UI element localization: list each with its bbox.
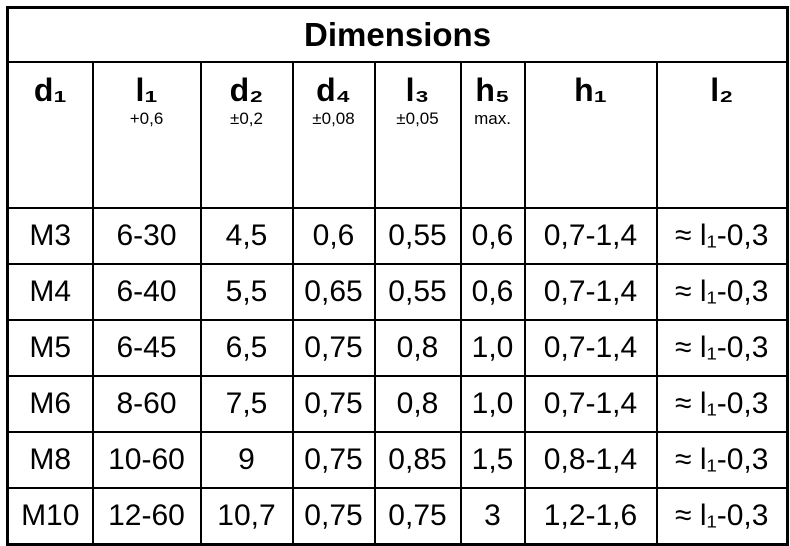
table-cell: ≈ l₁-0,3 (655, 319, 789, 377)
column-header: l₁ +0,6 (91, 61, 202, 209)
table-cell: 6-40 (91, 263, 202, 321)
column-header: l₃ ±0,05 (373, 61, 462, 209)
table-cell: ≈ l₁-0,3 (655, 487, 789, 546)
table-cell: 0,55 (373, 207, 462, 265)
table-cell: 0,8 (373, 319, 462, 377)
table-cell: 0,8 (373, 375, 462, 433)
column-header: d₁ (6, 61, 94, 209)
table-cell: 6,5 (199, 319, 294, 377)
table-title: Dimensions (6, 6, 789, 63)
table-body: Dimensions d₁ l₁ +0,6 d₂ ±0,2 d₄ ±0,08 l₃ ±0,05 h… (6, 6, 789, 546)
table-cell: M3 (6, 207, 94, 265)
table-cell: 4,5 (199, 207, 294, 265)
column-tolerance: ±0,05 (396, 109, 439, 128)
column-symbol: d₂ (229, 72, 264, 108)
column-symbol: l₃ (405, 72, 430, 108)
table-cell: M8 (6, 431, 94, 489)
data-row: M3 6-30 4,5 0,6 0,55 0,6 0,7-1,4 ≈ l₁-0,3 (6, 207, 789, 265)
column-tolerance: max. (474, 109, 511, 128)
table-cell: 12-60 (91, 487, 202, 546)
column-symbol: l₁ (135, 72, 158, 108)
table-cell: 0,8-1,4 (523, 431, 658, 489)
table-cell: M4 (6, 263, 94, 321)
column-tolerance: +0,6 (129, 109, 164, 128)
table-cell: 0,75 (291, 375, 376, 433)
table-cell: ≈ l₁-0,3 (655, 207, 789, 265)
table-cell: 0,75 (291, 319, 376, 377)
table-cell: 0,7-1,4 (523, 375, 658, 433)
table-cell: ≈ l₁-0,3 (655, 375, 789, 433)
table-cell: ≈ l₁-0,3 (655, 431, 789, 489)
table-cell: M10 (6, 487, 94, 546)
table-cell: 1,2-1,6 (523, 487, 658, 546)
table-cell: 0,7-1,4 (523, 263, 658, 321)
column-symbol: h₁ (574, 72, 607, 108)
table-cell: 0,6 (459, 207, 526, 265)
data-row: M6 8-60 7,5 0,75 0,8 1,0 0,7-1,4 ≈ l₁-0,3 (6, 375, 789, 433)
header-row: d₁ l₁ +0,6 d₂ ±0,2 d₄ ±0,08 l₃ ±0,05 h₅ max. h₁ l₂ (6, 61, 789, 209)
column-symbol: d₁ (33, 72, 67, 108)
table-cell: 6-30 (91, 207, 202, 265)
table-cell: M6 (6, 375, 94, 433)
table-cell: 10,7 (199, 487, 294, 546)
table-cell: 0,85 (373, 431, 462, 489)
table-cell: 0,7-1,4 (523, 207, 658, 265)
table-cell: 10-60 (91, 431, 202, 489)
data-row: M8 10-60 9 0,75 0,85 1,5 0,8-1,4 ≈ l₁-0,3 (6, 431, 789, 489)
table-cell: 0,7-1,4 (523, 319, 658, 377)
table-cell: 8-60 (91, 375, 202, 433)
table-cell: 1,0 (459, 319, 526, 377)
table-cell: 0,75 (373, 487, 462, 546)
table-cell: 0,75 (291, 431, 376, 489)
table-cell: 3 (459, 487, 526, 546)
table-cell: 0,6 (291, 207, 376, 265)
column-header: h₅ max. (459, 61, 526, 209)
table-cell: 0,75 (291, 487, 376, 546)
table-cell: 9 (199, 431, 294, 489)
table-cell: 7,5 (199, 375, 294, 433)
column-symbol: d₄ (316, 72, 351, 108)
table-cell: 0,6 (459, 263, 526, 321)
column-tolerance: ±0,08 (312, 109, 355, 128)
table-cell: 0,65 (291, 263, 376, 321)
table-cell: 0,55 (373, 263, 462, 321)
table-cell: 1,5 (459, 431, 526, 489)
data-row: M4 6-40 5,5 0,65 0,55 0,6 0,7-1,4 ≈ l₁-0,3 (6, 263, 789, 321)
table-cell: M5 (6, 319, 94, 377)
table-cell: ≈ l₁-0,3 (655, 263, 789, 321)
data-row: M10 12-60 10,7 0,75 0,75 3 1,2-1,6 ≈ l₁-0,3 (6, 487, 789, 546)
column-header: h₁ (523, 61, 658, 209)
table-cell: 5,5 (199, 263, 294, 321)
column-symbol: h₅ (475, 72, 510, 108)
table-cell: 1,0 (459, 375, 526, 433)
column-tolerance: ±0,2 (230, 109, 263, 128)
dimensions-table: Dimensions d₁ l₁ +0,6 d₂ ±0,2 d₄ ±0,08 l₃ ±0,05 h… (6, 6, 790, 546)
column-symbol: l₂ (710, 72, 734, 108)
column-header: d₂ ±0,2 (199, 61, 294, 209)
column-header: d₄ ±0,08 (291, 61, 376, 209)
title-row: Dimensions (6, 6, 789, 63)
table-cell: 6-45 (91, 319, 202, 377)
data-row: M5 6-45 6,5 0,75 0,8 1,0 0,7-1,4 ≈ l₁-0,3 (6, 319, 789, 377)
column-header: l₂ (655, 61, 789, 209)
